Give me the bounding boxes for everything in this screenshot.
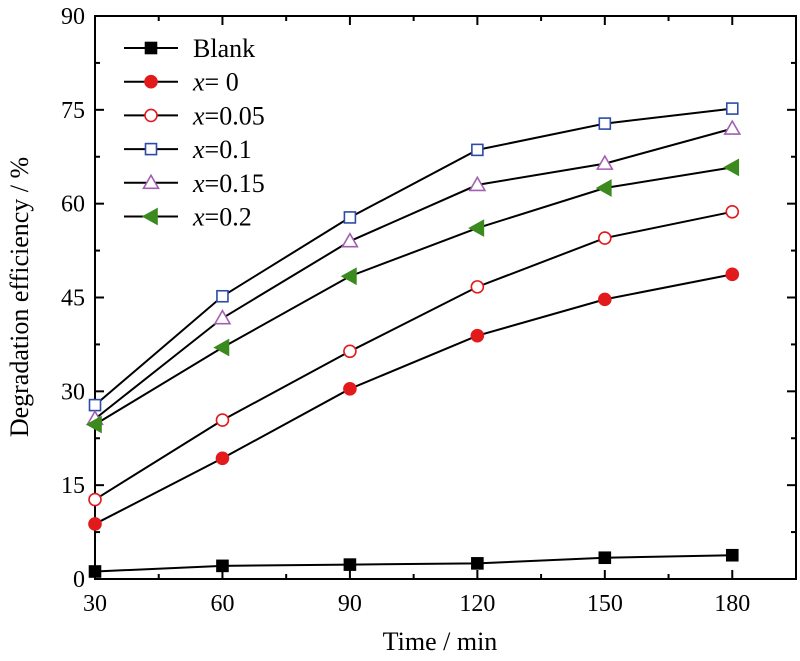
series-line-2 — [94, 210, 733, 501]
legend-label: Blank — [193, 34, 255, 63]
data-point-series-5 — [213, 338, 230, 357]
data-point-series-5 — [340, 267, 357, 286]
series-line-5 — [94, 166, 733, 426]
x-axis-title: Time / min — [383, 627, 498, 656]
y-tick-label: 75 — [61, 98, 85, 124]
data-point-series-1 — [215, 451, 230, 466]
data-point-series-2 — [88, 492, 102, 507]
axis-ticks — [94, 15, 796, 580]
data-point-series-5 — [595, 179, 612, 197]
data-point-series-4 — [213, 309, 232, 325]
data-point-series-4 — [341, 232, 359, 248]
y-tick-label: 0 — [73, 567, 85, 593]
y-tick-label: 45 — [61, 286, 85, 312]
y-axis-title: Degradation efficiency / % — [5, 157, 34, 437]
x-tick-label: 90 — [338, 591, 362, 617]
x-tick-label: 60 — [210, 591, 234, 617]
y-tick-label: 90 — [61, 4, 85, 30]
legend-label: x=0.1 — [192, 135, 252, 164]
y-tick-label: 60 — [61, 192, 85, 218]
legend-marker — [144, 108, 158, 123]
data-point-series-3 — [343, 211, 357, 224]
data-point-series-0 — [471, 557, 484, 570]
legend-marker — [142, 173, 160, 190]
data-point-series-3 — [471, 143, 484, 157]
legend-marker — [144, 142, 158, 156]
data-point-series-2 — [725, 204, 740, 219]
data-point-series-5 — [85, 415, 102, 434]
data-point-series-2 — [215, 413, 230, 427]
data-point-series-2 — [598, 231, 612, 245]
data-point-series-5 — [468, 219, 485, 237]
data-point-series-0 — [725, 548, 739, 562]
data-point-series-3 — [216, 289, 229, 303]
data-point-series-1 — [470, 328, 485, 343]
data-point-series-0 — [343, 558, 357, 571]
series-line-3 — [94, 107, 733, 406]
data-point-series-4 — [468, 175, 487, 192]
data-point-series-1 — [598, 292, 612, 307]
data-point-series-3 — [725, 102, 739, 115]
series-line-4 — [94, 127, 733, 420]
y-tick-label: 15 — [61, 473, 85, 499]
x-tick-label: 150 — [587, 591, 623, 617]
data-point-series-1 — [88, 517, 102, 531]
data-point-series-3 — [88, 398, 102, 412]
series-line-1 — [94, 273, 733, 525]
data-point-series-1 — [725, 267, 740, 282]
x-tick-label: 180 — [714, 591, 750, 617]
data-point-series-4 — [595, 154, 614, 170]
data-point-series-0 — [216, 559, 229, 573]
data-point-series-0 — [88, 565, 102, 578]
data-point-series-2 — [470, 280, 485, 294]
legend-label: x=0.2 — [192, 203, 252, 232]
data-point-series-2 — [343, 344, 357, 359]
legend-label: x= 0 — [192, 68, 239, 97]
y-tick-label: 30 — [61, 379, 85, 405]
legend-marker — [144, 41, 158, 55]
legend-label: x=0.15 — [192, 169, 265, 198]
data-point-series-5 — [723, 158, 740, 177]
tick-labels: 0 15 30 45 60 75 90 30 60 90 120 150 180 — [61, 4, 750, 617]
series-line-0 — [94, 554, 733, 573]
x-tick-label: 30 — [83, 591, 107, 617]
series-lines — [94, 107, 733, 573]
data-point-series-4 — [723, 119, 742, 135]
data-point-series-1 — [343, 382, 357, 396]
legend-marker — [144, 74, 158, 89]
data-point-series-3 — [598, 117, 612, 130]
x-tick-label: 120 — [459, 591, 495, 617]
legend-label: x=0.05 — [192, 101, 265, 130]
legend-marker — [141, 207, 158, 226]
data-point-series-0 — [598, 551, 612, 565]
series-markers — [85, 102, 742, 578]
legend: Blank x= 0 x=0.05 x=0.1 x=0.15 x=0.2 — [124, 34, 265, 232]
